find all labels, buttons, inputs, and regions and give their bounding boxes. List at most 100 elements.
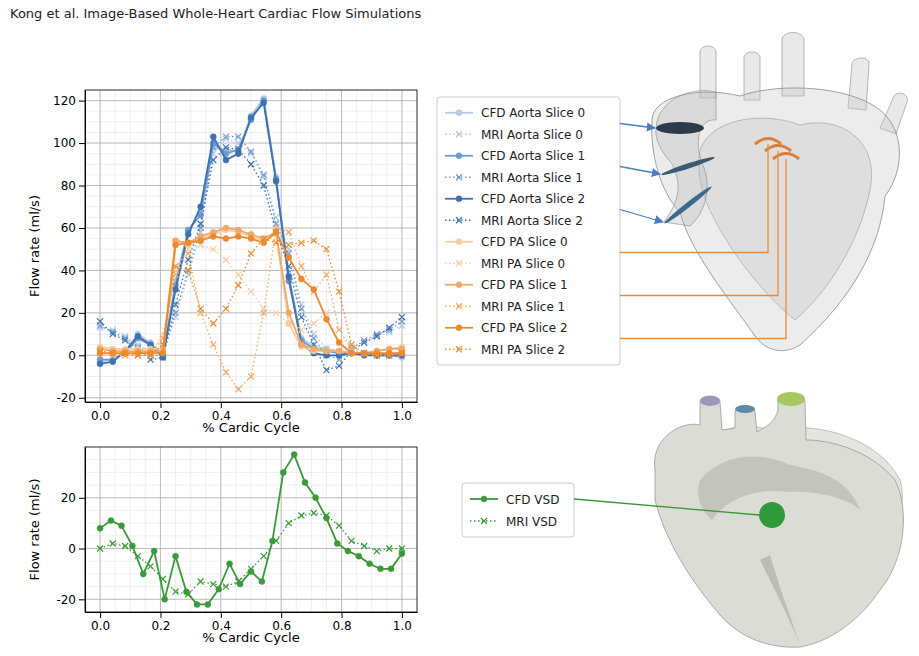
data-point <box>286 320 292 326</box>
minor-grid-line <box>326 447 327 612</box>
data-point <box>160 350 166 356</box>
tick-mark <box>79 270 85 271</box>
data-point <box>223 134 229 140</box>
tick-label: 0 <box>68 542 76 556</box>
tick: 1.0 <box>393 402 412 423</box>
data-point <box>311 287 317 293</box>
data-point <box>223 369 229 375</box>
legend-marker <box>456 174 462 180</box>
series-line <box>100 137 402 360</box>
data-point <box>311 346 317 352</box>
legend-label: CFD Aorta Slice 1 <box>481 149 585 163</box>
legend-entry: CFD Aorta Slice 0 <box>445 106 585 120</box>
grid-line <box>85 143 417 144</box>
legend-label: CFD Aorta Slice 2 <box>481 192 585 206</box>
tick-mark <box>79 186 85 187</box>
legend-entry: MRI Aorta Slice 2 <box>445 214 583 228</box>
tick-mark <box>342 402 343 408</box>
data-point <box>122 350 128 356</box>
data-point <box>361 350 367 356</box>
data-point <box>210 157 216 163</box>
data-point <box>361 350 367 356</box>
data-point <box>323 272 329 278</box>
tick: -20 <box>56 593 85 607</box>
minor-grid-line <box>85 599 417 600</box>
tick: 40 <box>61 264 85 278</box>
legend-entry: CFD Aorta Slice 2 <box>445 192 585 206</box>
data-point <box>349 342 355 348</box>
legend-label: MRI Aorta Slice 0 <box>481 128 583 142</box>
data-point <box>386 352 392 358</box>
data-point <box>261 100 267 106</box>
data-point <box>323 348 329 354</box>
data-point <box>336 340 342 346</box>
data-point <box>185 250 191 256</box>
grid <box>85 447 417 612</box>
data-point <box>345 548 351 554</box>
leader-line <box>620 151 778 296</box>
data-point <box>160 342 166 348</box>
data-point <box>248 115 254 121</box>
plot-area <box>97 452 405 608</box>
chart: 0.00.20.40.60.81.0-20020406080100120% Ca… <box>27 90 620 435</box>
data-point <box>198 221 204 227</box>
legend-entry: MRI PA Slice 2 <box>445 343 565 357</box>
data-point <box>223 236 229 242</box>
legend-marker <box>456 303 462 309</box>
tick: 0 <box>68 542 85 556</box>
data-point <box>298 513 304 519</box>
pa-slice <box>773 154 799 160</box>
grid-line <box>341 447 342 612</box>
tick: 20 <box>61 306 85 320</box>
aorta-tube <box>656 91 716 226</box>
minor-grid-line <box>130 447 131 612</box>
series-line <box>100 239 402 356</box>
series-line <box>100 228 402 353</box>
tick-mark <box>160 402 161 408</box>
axis-line <box>85 91 86 403</box>
tick: 80 <box>61 179 85 193</box>
data-point <box>248 236 254 242</box>
data-point <box>97 318 103 324</box>
data-point <box>198 306 204 312</box>
data-point <box>334 540 340 546</box>
data-point <box>235 579 241 585</box>
data-point <box>216 586 222 592</box>
tick: 0.2 <box>151 402 170 423</box>
legend-marker <box>456 131 462 137</box>
data-point <box>160 576 166 582</box>
minor-grid-line <box>175 447 176 612</box>
data-point <box>210 134 216 140</box>
data-point <box>336 327 342 333</box>
heart-outline <box>652 88 900 351</box>
minor-grid-line <box>115 447 116 612</box>
x-axis-title: % Cardic Cycle <box>202 420 299 435</box>
data-point <box>349 350 355 356</box>
minor-grid-line <box>85 100 417 101</box>
tick-mark <box>221 612 222 618</box>
data-point <box>108 518 114 524</box>
tick-label: 0.8 <box>332 409 351 423</box>
legend-label: CFD PA Slice 2 <box>481 321 568 335</box>
tick: 0.8 <box>332 402 351 423</box>
series-line <box>100 230 402 353</box>
data-point <box>185 267 191 273</box>
legend-label: MRI VSD <box>506 515 557 529</box>
legend-marker <box>456 239 462 245</box>
data-point <box>97 361 103 367</box>
minor-grid-line <box>311 447 312 612</box>
data-point <box>122 543 128 549</box>
tick-mark <box>79 355 85 356</box>
minor-grid-line <box>85 143 417 144</box>
data-point <box>210 581 216 587</box>
data-point <box>361 340 367 346</box>
data-point <box>97 546 103 552</box>
aorta-slice <box>663 185 713 226</box>
data-point <box>313 495 319 501</box>
data-point <box>298 263 304 269</box>
data-point <box>223 584 229 590</box>
data-point <box>349 350 355 356</box>
data-point <box>173 287 179 293</box>
data-point <box>140 571 146 577</box>
axis-line <box>86 612 418 613</box>
